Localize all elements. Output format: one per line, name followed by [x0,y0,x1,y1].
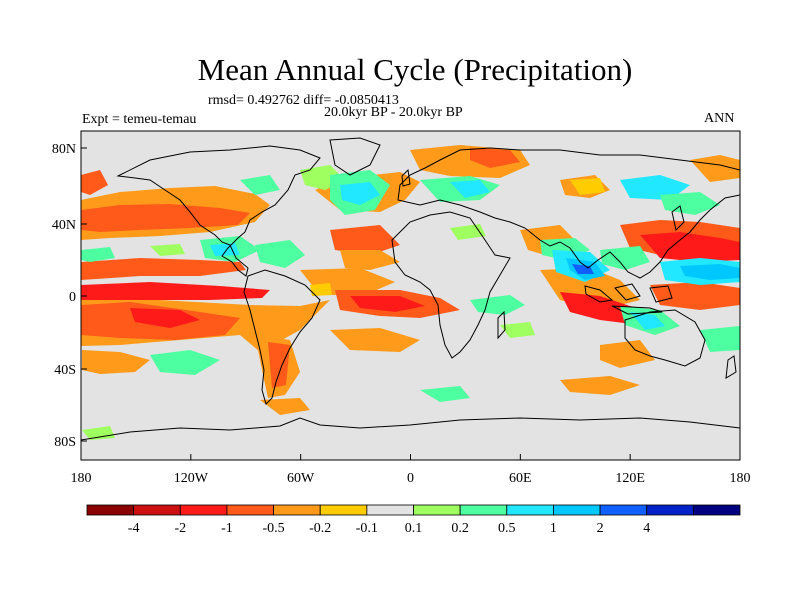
colorbar-swatch [86,504,135,516]
lon-tick-label: 120E [615,471,645,486]
lon-tick-label: 60E [509,471,532,486]
lat-tick-label: 80S [54,435,76,450]
lon-tick-label: 120W [174,471,209,486]
anomaly-field [81,145,740,440]
lon-tick-label: 0 [407,471,414,486]
period-label: 20.0kyr BP - 20.0kyr BP [324,105,463,120]
lat-tick-label: 40N [52,218,76,233]
lat-tick-label: 0 [69,290,76,305]
continent-outlines [81,137,740,441]
colorbar-swatch [646,504,694,516]
colorbar-swatch [553,504,601,516]
colorbar-swatch [506,504,554,516]
colorbar-label: -0.1 [356,521,378,536]
colorbar-label: 0.2 [451,521,469,536]
lon-tick-label: 180 [71,471,92,486]
colorbar-label: -1 [221,521,233,536]
stats-text: rmsd= 0.492762 diff= -0.0850413 [208,93,399,108]
colorbar-swatch [459,504,508,516]
colorbar-swatch [366,504,414,516]
colorbar-label: 2 [597,521,604,536]
colorbar-label: 0.1 [405,521,423,536]
lat-tick-label: 80N [52,142,76,157]
colorbar-label: -0.2 [309,521,331,536]
colorbar-swatch [133,504,181,516]
colorbar-swatch [226,504,274,516]
colorbar-swatch [273,504,321,516]
colorbar-swatch [692,504,741,516]
colorbar-label: 0.5 [498,521,516,536]
colorbar-label: 1 [550,521,557,536]
colorbar-label: -2 [174,521,186,536]
latitude-axis: 80N 40N 0 40S 80S [52,142,87,450]
lon-tick-label: 60W [287,471,315,486]
plot-title: Mean Annual Cycle (Precipitation) [197,52,633,87]
colorbar-label: -0.5 [262,521,284,536]
colorbar-swatch [413,504,461,516]
colorbar: -4 -2 -1 -0.5 -0.2 -0.1 0.1 0.2 0.5 1 2 4 [86,504,741,536]
colorbar-swatch [179,504,228,516]
experiment-label: Expt = temeu-temau [82,112,197,127]
longitude-axis: 180 120W 60W 0 60E 120E 180 [71,454,751,486]
lon-tick-label: 180 [730,471,751,486]
colorbar-swatch [599,504,648,516]
season-label: ANN [704,111,735,126]
colorbar-label: 4 [643,521,650,536]
colorbar-label: -4 [128,521,140,536]
colorbar-swatch [319,504,368,516]
lat-tick-label: 40S [54,363,76,378]
